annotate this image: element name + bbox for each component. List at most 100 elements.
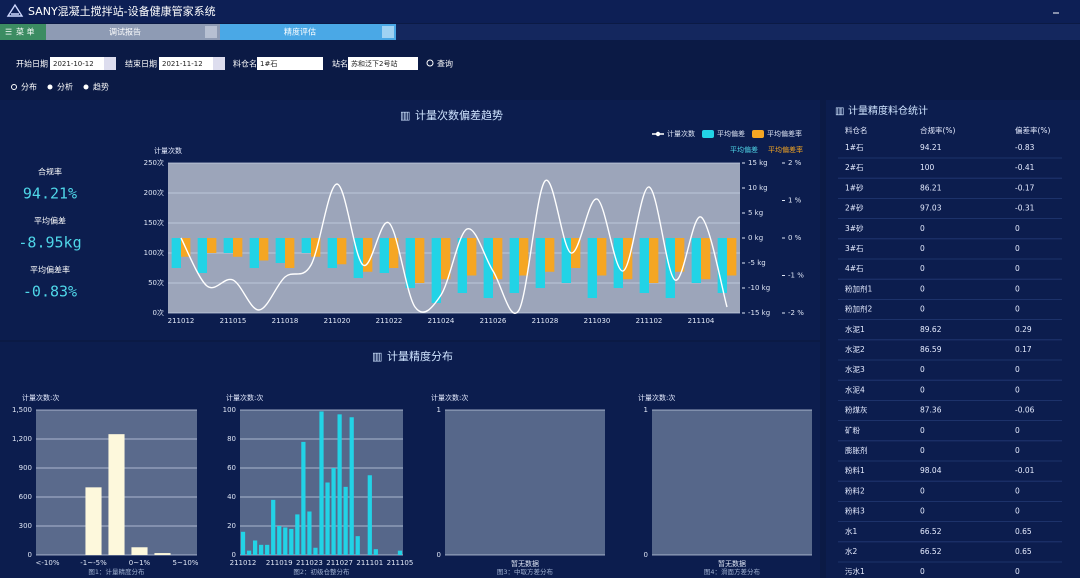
table-cell: 0 [920,426,925,435]
y2-axis-title: 平均偏差 [730,145,758,154]
tab-label: 调试报告 [109,27,141,37]
bar [283,527,288,555]
table-cell: 矿粉 [845,425,860,435]
menu-button[interactable] [0,24,46,40]
legend-swatch [702,130,714,138]
chart-caption: 图4：滑面方差分布 [704,567,761,576]
select[interactable] [257,57,323,70]
y-tick-label: 900 [19,464,32,472]
search-icon[interactable] [426,59,434,67]
y-tick-label: 1 [644,406,648,414]
radio[interactable] [47,84,53,90]
bar [131,547,148,555]
bar [349,417,354,555]
bar [535,238,545,288]
tab-close[interactable] [205,26,217,38]
legend-label: 平均偏差 [717,129,745,138]
bar [307,511,312,555]
table-icon: ▥ [835,106,844,117]
calendar-button[interactable] [104,57,116,70]
tab[interactable] [46,24,220,40]
date-input[interactable] [50,57,104,70]
legend-swatch [655,131,661,137]
bar [509,238,519,293]
radio[interactable] [11,84,17,90]
bar [325,482,330,555]
x-tick-label: 211028 [532,317,559,325]
y-axis-title: 计量次数:次 [638,393,675,402]
x-tick-label: 211024 [428,317,455,325]
bar [379,238,389,273]
y-axis-title: 计量次数:次 [431,393,468,402]
chart-caption: 图2：初级仓整分布 [293,567,350,576]
table-cell: 1#砂 [845,182,864,192]
bar [240,531,246,555]
section-title: 计量次数偏差趋势 [415,108,503,122]
stat-label: 平均偏差 [34,216,66,226]
y-tick-label: 100 [223,406,236,414]
table-cell: 0 [920,446,925,455]
bar [275,238,285,263]
x-tick-label: -1~-5% [80,559,107,567]
y-tick-label: 80 [227,435,236,443]
table-title: 计量精度料仓统计 [848,104,928,117]
bar [271,499,276,555]
table-cell: 66.52 [920,547,942,556]
y3-axis-title: 平均偏差率 [768,145,803,154]
bar [397,550,403,555]
table-cell: 86.21 [920,183,942,192]
x-tick-label: 211102 [636,317,663,325]
date-input[interactable] [159,57,213,70]
bar [154,553,171,555]
table-cell: 66.52 [920,527,942,536]
x-tick-label: 211015 [220,317,247,325]
tab-label: 精度评估 [284,27,316,37]
y-tick-label: 15 kg [748,159,768,167]
query-button[interactable]: 查询 [437,59,453,69]
y-axis-title: 计量次数:次 [226,393,263,402]
tab-active[interactable] [220,24,396,40]
select[interactable] [348,57,418,70]
table-cell: 100 [920,163,935,172]
table-cell: 0 [1015,224,1020,233]
y-tick-label: -15 kg [748,309,770,317]
y-tick-label: 0 [28,551,32,559]
bar [483,238,493,298]
bar [295,514,300,555]
table-cell: -0.41 [1015,163,1035,172]
table-header: 偏差率(%) [1015,125,1051,135]
table-cell: 0 [1015,365,1020,374]
table-cell: 1#石 [845,143,864,152]
bar [597,238,607,276]
bar [249,238,259,268]
y-tick-label: 1,200 [12,435,32,443]
bar [717,238,727,293]
radio[interactable] [83,84,89,90]
y-tick-label: 20 [227,522,236,530]
table-cell: 0 [1015,305,1020,314]
calendar-button[interactable] [213,57,225,70]
bar [259,544,264,555]
stat-value: 94.21% [23,185,77,203]
no-data: 暂无数据 [511,559,539,568]
y-tick-label: -2 % [788,309,804,317]
filter-label: 站名 [332,59,348,69]
table-cell: 0 [920,486,925,495]
bar [457,238,467,293]
logo [6,3,24,17]
table-cell: 0 [1015,385,1020,394]
bar [545,238,555,272]
bar [108,434,125,555]
x-tick-label: 5~10% [173,559,199,567]
x-tick-label: 211023 [296,559,323,567]
table-cell: 水泥3 [845,364,865,374]
y-tick-label: 1,500 [12,406,32,414]
table-cell: 0.17 [1015,345,1032,354]
bar [691,238,701,283]
y-tick-label: 0 [232,551,236,559]
x-tick-label: 211101 [356,559,383,567]
y-tick-label: 200次 [144,188,164,197]
bar [311,238,321,257]
tab-close[interactable] [382,26,394,38]
table-cell: 97.03 [920,204,942,213]
